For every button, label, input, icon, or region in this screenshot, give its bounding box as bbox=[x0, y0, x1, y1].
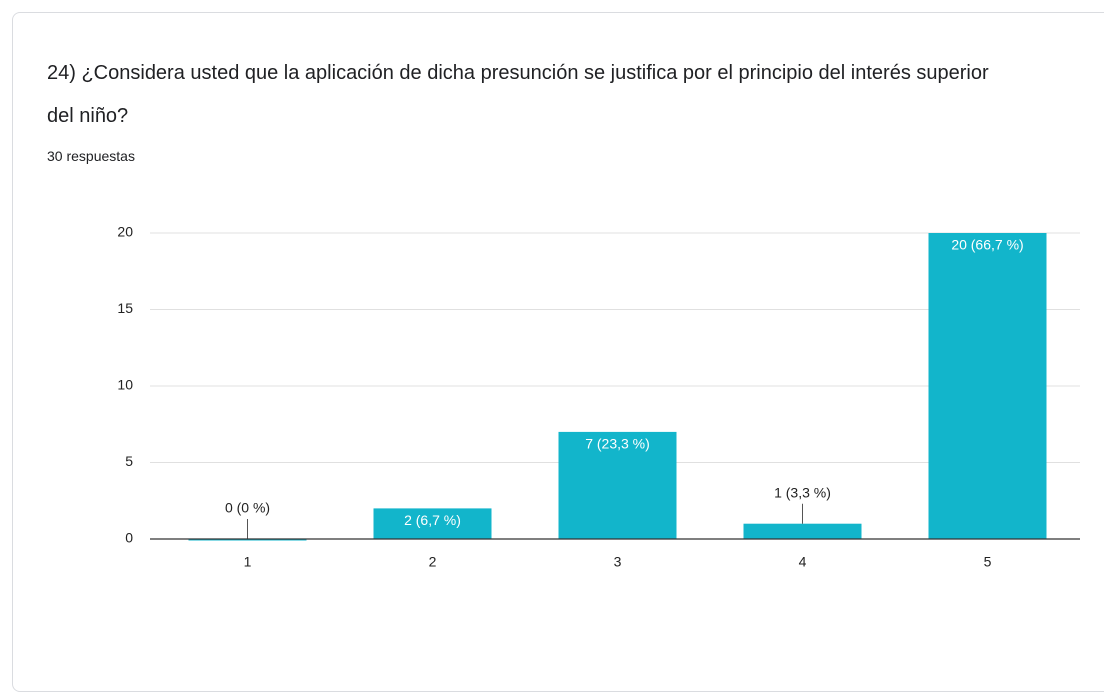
bar bbox=[373, 508, 492, 539]
chart: 0 5 10 15 20 1 0 (0 %) 2 2 (6,7 %) 3 7 (23,3 %) 4 1 … bbox=[117, 224, 1080, 570]
chart-title: 24) ¿Considera usted que la aplicación d… bbox=[47, 62, 989, 127]
y-tick-label: 10 bbox=[117, 377, 133, 393]
y-tick-label: 15 bbox=[117, 300, 133, 316]
response-count: 30 respuestas bbox=[47, 148, 135, 164]
x-tick-label: 1 bbox=[244, 554, 252, 570]
x-tick-label: 4 bbox=[799, 554, 807, 570]
data-label: 1 (3,3 %) bbox=[774, 484, 831, 500]
bar bbox=[928, 233, 1047, 539]
data-label: 2 (6,7 %) bbox=[404, 512, 461, 528]
data-label: 7 (23,3 %) bbox=[585, 436, 650, 452]
y-tick-label: 5 bbox=[125, 453, 133, 469]
bar bbox=[743, 523, 862, 539]
x-tick-label: 5 bbox=[984, 554, 992, 570]
data-label: 20 (66,7 %) bbox=[951, 237, 1023, 253]
x-tick-label: 2 bbox=[429, 554, 437, 570]
bar bbox=[558, 431, 677, 539]
y-tick-label: 20 bbox=[117, 224, 133, 240]
bar bbox=[188, 539, 307, 541]
x-tick-label: 3 bbox=[614, 554, 622, 570]
y-tick-label: 0 bbox=[125, 530, 133, 546]
data-label: 0 (0 %) bbox=[225, 500, 270, 516]
page: {"chart_data": {"type": "bar", "title": … bbox=[12, 12, 1104, 692]
